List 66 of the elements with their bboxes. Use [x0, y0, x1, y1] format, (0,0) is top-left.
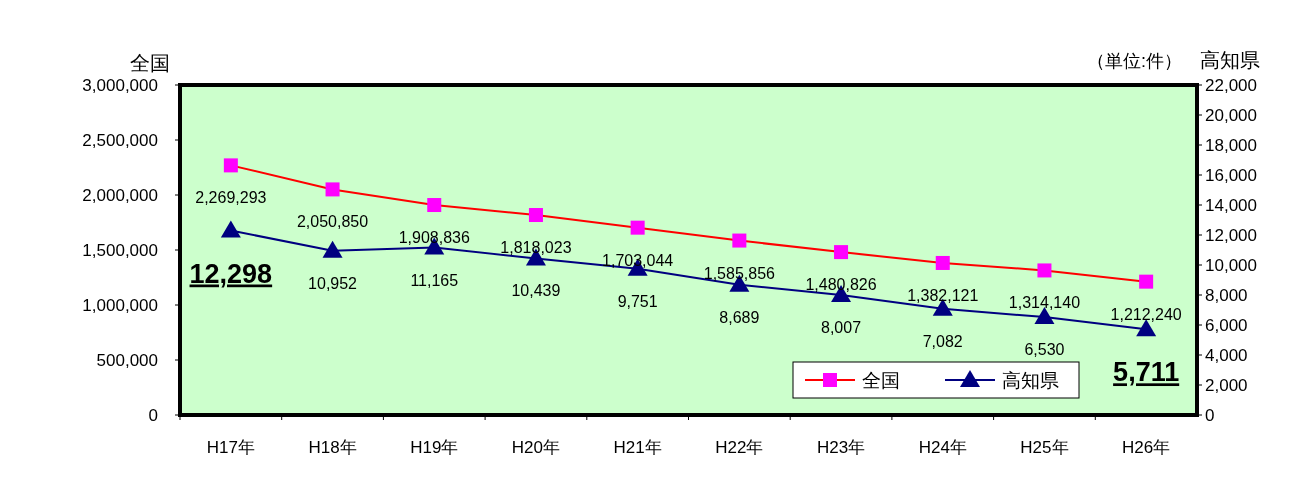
data-label: 1,908,836	[398, 229, 470, 247]
x-tick-label: H23年	[816, 438, 866, 457]
x-tick-label: H25年	[1020, 438, 1069, 457]
x-tick-label: H26年	[1122, 438, 1171, 457]
y-tick-label: 3,000,000	[82, 76, 158, 95]
point	[325, 182, 340, 197]
point	[322, 240, 343, 258]
x-tick-label: H20年	[511, 438, 561, 457]
y-tick-label: 0	[148, 406, 158, 425]
point	[220, 220, 241, 238]
point	[223, 158, 238, 173]
data-label: 1,382,121	[907, 286, 979, 304]
x-tick-label: H19年	[410, 438, 459, 457]
data-label: 1,585,856	[703, 264, 776, 282]
y-tick-label: 1,000,000	[82, 296, 158, 315]
y2-tick-label: 4,000	[1205, 346, 1248, 365]
point	[834, 245, 849, 260]
y2-tick-label: 20,000	[1205, 106, 1257, 125]
data-label: 7,082	[922, 332, 963, 350]
data-label: 6,530	[1024, 341, 1065, 359]
y-tick-label: 500,000	[96, 351, 158, 370]
data-label: 2,050,850	[296, 213, 369, 231]
data-label: 1,703,044	[602, 251, 674, 269]
data-label: 1,818,023	[500, 239, 572, 257]
data-label: 11,165	[410, 271, 459, 289]
y2-tick-label: 0	[1205, 406, 1215, 425]
data-label: 1,212,240	[1110, 305, 1182, 323]
y-axis-title: 全国	[130, 52, 170, 74]
legend-label: 高知県	[1002, 370, 1059, 391]
y2-tick-label: 14,000	[1205, 196, 1257, 215]
y2-tick-label: 22,000	[1205, 76, 1257, 95]
point	[630, 220, 645, 235]
point	[732, 233, 747, 248]
x-tick-label: H24年	[918, 438, 967, 457]
point	[427, 198, 442, 213]
text: （単位:件）	[1086, 51, 1182, 71]
y2-tick-label: 2,000	[1205, 376, 1248, 395]
data-label: 10,952	[308, 274, 358, 292]
data-label: 10,439	[511, 282, 561, 300]
data-label: 8,007	[821, 318, 862, 336]
data-label: 5,711	[1113, 357, 1180, 388]
y2-tick-label: 8,000	[1205, 286, 1248, 305]
y-tick-label: 2,500,000	[82, 131, 158, 150]
data-label: 8,689	[719, 308, 760, 326]
x-tick-label: H21年	[613, 438, 662, 457]
y2-tick-label: 10,000	[1205, 256, 1257, 275]
data-label: 9,751	[617, 292, 658, 310]
y-tick-label: 2,000,000	[82, 186, 158, 205]
x-tick-label: H17年	[206, 438, 255, 457]
y2-axis-title: 高知県	[1200, 49, 1260, 71]
data-label: 2,269,293	[195, 189, 267, 207]
y2-tick-label: 16,000	[1205, 166, 1257, 185]
data-label: 1,314,140	[1008, 294, 1081, 312]
point	[528, 208, 543, 223]
point	[1139, 274, 1154, 289]
y-tick-label: 1,500,000	[82, 241, 158, 260]
legend-label: 全国	[862, 370, 900, 391]
point	[935, 255, 950, 270]
x-tick-label: H18年	[308, 438, 357, 457]
point	[1037, 263, 1052, 278]
y2-tick-label: 6,000	[1205, 316, 1248, 335]
y2-tick-label: 18,000	[1205, 136, 1257, 155]
y2-tick-label: 12,000	[1205, 226, 1257, 245]
x-tick-label: H22年	[715, 438, 764, 457]
data-label: 1,480,826	[805, 276, 877, 294]
data-label: 12,298	[189, 258, 273, 289]
